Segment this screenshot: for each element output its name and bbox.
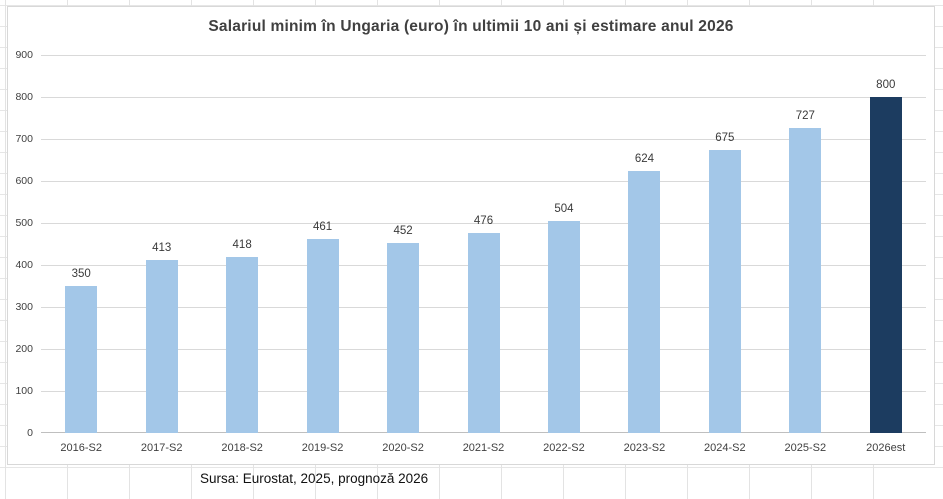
bar-value-label: 504 [554,203,574,216]
bar-value-label: 624 [634,152,654,165]
bar-value-label: 675 [715,131,735,144]
bar[interactable] [226,257,259,433]
bar-value-label: 350 [71,268,91,280]
x-tick-label: 2022-S2 [543,442,585,454]
plot-area: 350 413 418 461 452 476 504 624 675 727 800 [41,55,926,433]
bar[interactable] [628,170,661,433]
x-tick-label: 2018-S2 [221,442,263,454]
bar[interactable] [869,97,902,433]
x-tick-label: 2026est [866,442,906,454]
bar[interactable] [387,243,420,433]
bar[interactable] [467,233,500,433]
x-tick-label: 2021-S2 [462,442,505,454]
chart-title: Salariul minim în Ungaria (euro) în ulti… [208,18,734,35]
bar[interactable] [65,286,98,433]
x-tick-label: 2016-S2 [60,442,103,454]
y-tick-label: 100 [15,385,33,397]
x-tick-label: 2023-S2 [623,442,666,454]
source-note-cell[interactable]: Sursa: Eurostat, 2025, prognoză 2026 [200,471,429,486]
y-tick-label: 700 [15,133,33,145]
x-tick-label: 2019-S2 [301,442,344,454]
h-gridline [41,97,926,98]
bar[interactable] [789,127,822,433]
bar-value-label: 476 [473,215,494,228]
y-tick-label: 0 [27,427,33,439]
bar-value-label: 800 [876,79,896,91]
bar[interactable] [145,259,178,433]
bar[interactable] [306,239,339,433]
h-gridline [41,55,926,56]
y-tick-label: 400 [15,259,33,271]
x-tick-label: 2024-S2 [704,442,746,454]
x-tick-label: 2025-S2 [784,442,827,454]
bar[interactable] [547,221,580,433]
y-tick-label: 800 [15,91,33,103]
bar-chart[interactable]: Salariul minim în Ungaria (euro) în ulti… [7,6,935,465]
bar-value-label: 413 [152,241,172,254]
bar-value-label: 452 [393,225,413,238]
bar-value-label: 418 [232,239,252,252]
y-tick-label: 300 [15,301,33,313]
x-tick-label: 2017-S2 [140,442,183,454]
bar-value-label: 461 [312,221,333,234]
y-tick-label: 500 [15,217,33,229]
y-tick-label: 600 [15,175,33,187]
h-gridline [41,223,926,224]
x-tick-label: 2020-S2 [382,442,424,454]
h-gridline [41,181,926,182]
h-gridline [41,139,926,140]
bar[interactable] [708,149,741,433]
y-tick-label: 200 [15,343,33,355]
bar-value-label: 727 [795,109,815,122]
y-tick-label: 900 [15,49,33,61]
